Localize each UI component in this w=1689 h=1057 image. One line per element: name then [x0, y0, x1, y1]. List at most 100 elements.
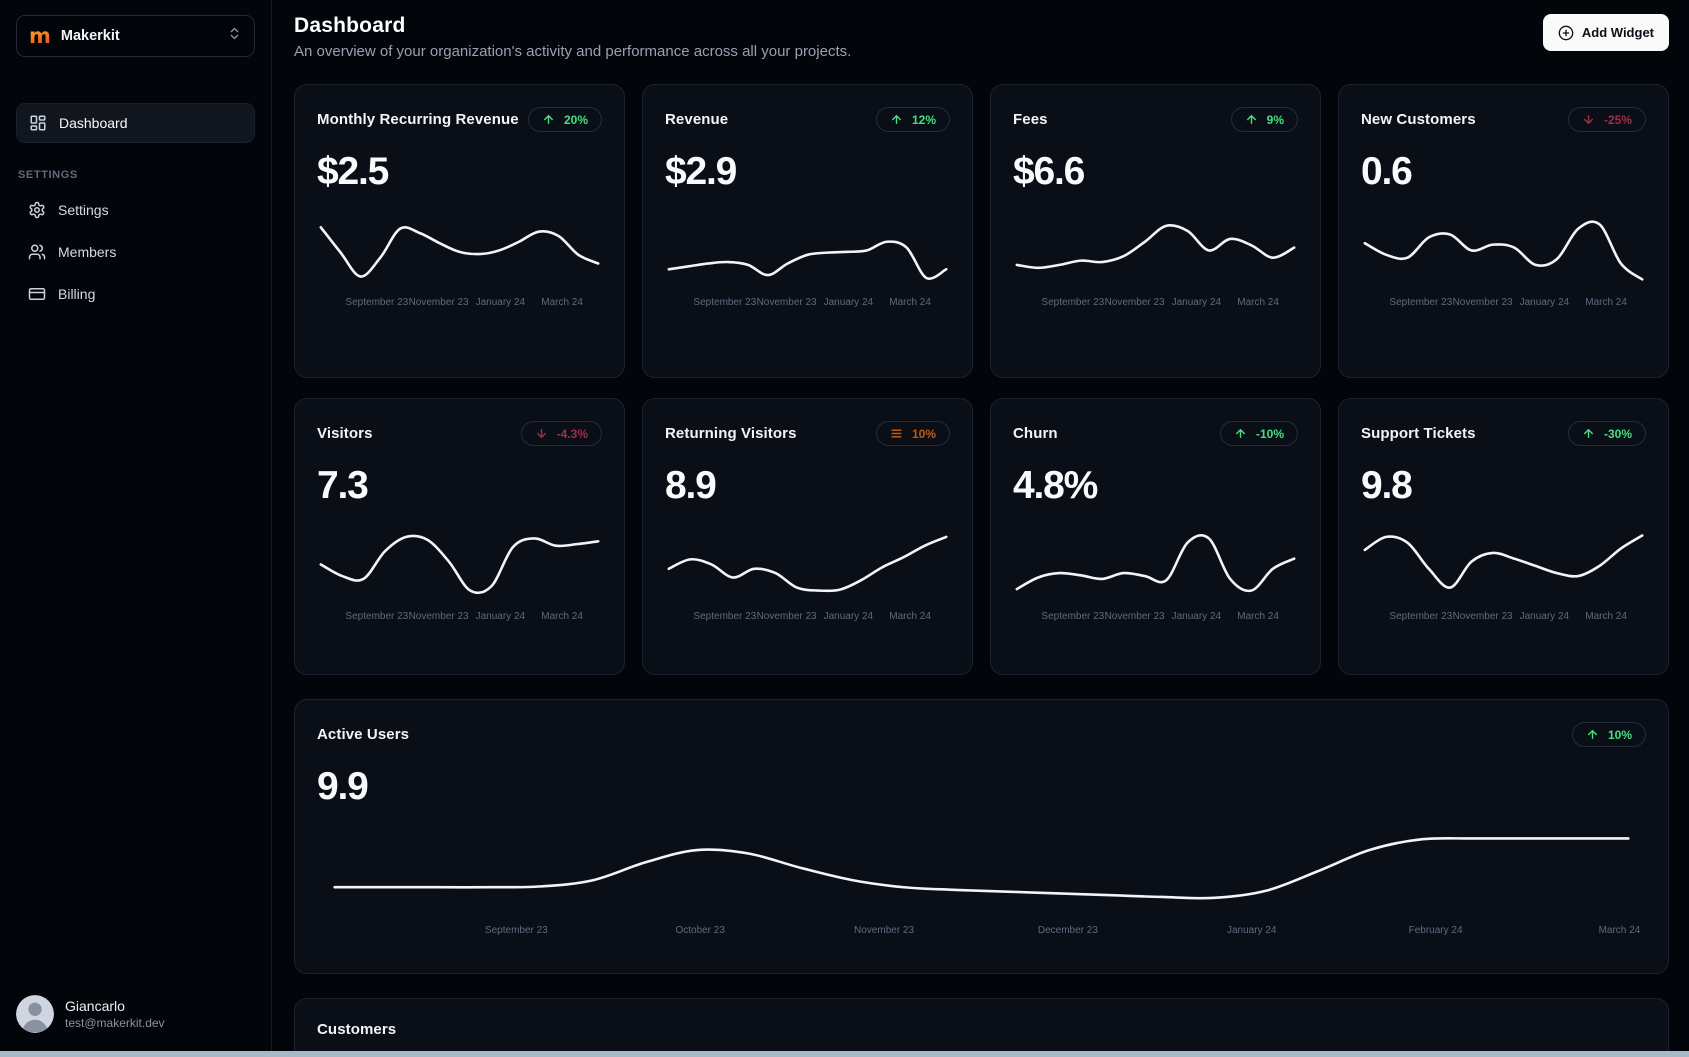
axis-tick-label: September 23 — [693, 297, 757, 308]
axis-tick-label: November 23 — [854, 925, 915, 936]
card-value: 4.8% — [1013, 464, 1098, 507]
card-title: Customers — [317, 1021, 397, 1038]
trend-up-icon — [1587, 730, 1597, 739]
stat-cards-row-2: Visitors -4.3% 7.3 September 23 November … — [294, 398, 1669, 675]
sidebar-item-label: Settings — [58, 202, 109, 218]
user-profile[interactable]: Giancarlo test@makerkit.dev — [16, 995, 255, 1033]
users-icon — [28, 243, 46, 261]
team-name: Makerkit — [60, 28, 120, 44]
trend-value: 9% — [1266, 112, 1284, 127]
axis-tick-label: November 23 — [1104, 297, 1165, 308]
trend-up-icon — [543, 115, 553, 124]
sidebar-item-billing[interactable]: Billing — [16, 275, 255, 313]
axis-tick-label: December 23 — [1037, 925, 1098, 936]
stat-card: Support Tickets -30% 9.8 September 23 Nov… — [1338, 398, 1669, 675]
sidebar-item-dashboard[interactable]: Dashboard — [16, 103, 255, 143]
x-axis-labels: September 23 November 23 January 24 March 2… — [317, 297, 602, 311]
main-content: Dashboard An overview of your organizati… — [272, 0, 1689, 1051]
sidebar-nav: Dashboard SETTINGS Settings Members — [16, 103, 255, 313]
card-title: Returning Visitors — [665, 425, 797, 442]
card-value: 0.6 — [1361, 150, 1413, 193]
sidebar-item-label: Dashboard — [59, 115, 128, 131]
trend-flat-icon — [891, 429, 902, 438]
trend-value: 12% — [911, 112, 936, 127]
trend-down-icon — [536, 429, 546, 438]
axis-tick-label: March 24 — [889, 297, 931, 308]
card-title: Churn — [1013, 425, 1058, 442]
axis-tick-label: March 24 — [541, 297, 583, 308]
card-title: Fees — [1013, 111, 1048, 128]
user-email: test@makerkit.dev — [65, 1016, 165, 1030]
x-axis-labels: September 23 October 23 November 23 Decembe… — [317, 925, 1646, 939]
page-subtitle: An overview of your organization's activ… — [294, 43, 852, 60]
gear-icon — [28, 201, 46, 219]
axis-tick-label: March 24 — [889, 611, 931, 622]
team-selector[interactable]: m Makerkit — [16, 15, 255, 57]
card-title: Revenue — [665, 111, 729, 128]
card-value: 8.9 — [665, 464, 717, 507]
card-title: Monthly Recurring Revenue — [317, 111, 519, 128]
stat-card: Active Users 10% 9.9 September 23 October… — [294, 699, 1669, 974]
sparkline-chart — [665, 523, 950, 603]
axis-tick-label: January 24 — [1226, 925, 1277, 936]
x-axis-labels: September 23 November 23 January 24 March 2… — [665, 611, 950, 625]
axis-tick-label: March 24 — [1237, 611, 1279, 622]
axis-tick-label: January 24 — [1519, 611, 1570, 622]
trend-badge: -10% — [1219, 421, 1298, 446]
add-widget-button[interactable]: Add Widget — [1542, 14, 1669, 51]
makerkit-logo: m — [29, 23, 51, 48]
card-value: 9.8 — [1361, 464, 1413, 507]
bottom-edge-strip — [0, 1051, 1689, 1057]
trend-badge: 9% — [1230, 107, 1298, 132]
sparkline-chart — [1361, 209, 1646, 289]
sidebar-item-settings[interactable]: Settings — [16, 191, 255, 229]
sparkline-chart — [317, 822, 1646, 917]
card-title: Support Tickets — [1361, 425, 1476, 442]
trend-up-icon — [1583, 429, 1593, 438]
axis-tick-label: November 23 — [1452, 297, 1513, 308]
card-value: 7.3 — [317, 464, 369, 507]
sidebar-item-label: Members — [58, 244, 117, 260]
sidebar: m Makerkit Dashboard SETTINGS Settings — [0, 0, 272, 1051]
x-axis-labels: September 23 November 23 January 24 March 2… — [1013, 611, 1298, 625]
stat-card: Returning Visitors 10% 8.9 September 23 N… — [642, 398, 973, 675]
sparkline-chart — [665, 209, 950, 289]
card-value: 9.9 — [317, 765, 369, 808]
trend-value: 20% — [563, 112, 588, 127]
user-name: Giancarlo — [65, 998, 125, 1014]
stat-card: Fees 9% $6.6 September 23 November 23 Janu… — [990, 84, 1321, 378]
plus-circle-icon — [1558, 25, 1574, 41]
trend-badge: 20% — [527, 107, 602, 132]
trend-badge: -25% — [1567, 107, 1646, 132]
axis-tick-label: September 23 — [345, 297, 409, 308]
card-value: $2.9 — [665, 150, 737, 193]
x-axis-labels: September 23 November 23 January 24 March 2… — [1013, 297, 1298, 311]
trend-value: -4.3% — [556, 426, 588, 441]
axis-tick-label: September 23 — [1041, 297, 1105, 308]
sparkline-chart — [1361, 523, 1646, 603]
avatar — [16, 995, 54, 1033]
add-widget-label: Add Widget — [1581, 25, 1654, 40]
axis-tick-label: September 23 — [345, 611, 409, 622]
axis-tick-label: January 24 — [1171, 611, 1222, 622]
trend-badge: 12% — [875, 107, 950, 132]
axis-tick-label: March 24 — [1585, 611, 1627, 622]
sparkline-chart — [1013, 209, 1298, 289]
axis-tick-label: October 23 — [675, 925, 725, 936]
axis-tick-label: November 23 — [408, 297, 469, 308]
sparkline-chart — [1013, 523, 1298, 603]
axis-tick-label: November 23 — [756, 611, 817, 622]
axis-tick-label: March 24 — [1598, 925, 1641, 936]
card-value: $2.5 — [317, 150, 389, 193]
stat-card: Visitors -4.3% 7.3 September 23 November … — [294, 398, 625, 675]
stat-cards-row-1: Monthly Recurring Revenue 20% $2.5 Septe… — [294, 84, 1669, 378]
axis-tick-label: November 23 — [756, 297, 817, 308]
sidebar-item-members[interactable]: Members — [16, 233, 255, 271]
trend-value: 10% — [1607, 727, 1632, 742]
axis-tick-label: September 23 — [1389, 297, 1453, 308]
axis-tick-label: March 24 — [1237, 297, 1279, 308]
card-value: $6.6 — [1013, 150, 1085, 193]
trend-badge: -4.3% — [520, 421, 602, 446]
sparkline-chart — [317, 523, 602, 603]
